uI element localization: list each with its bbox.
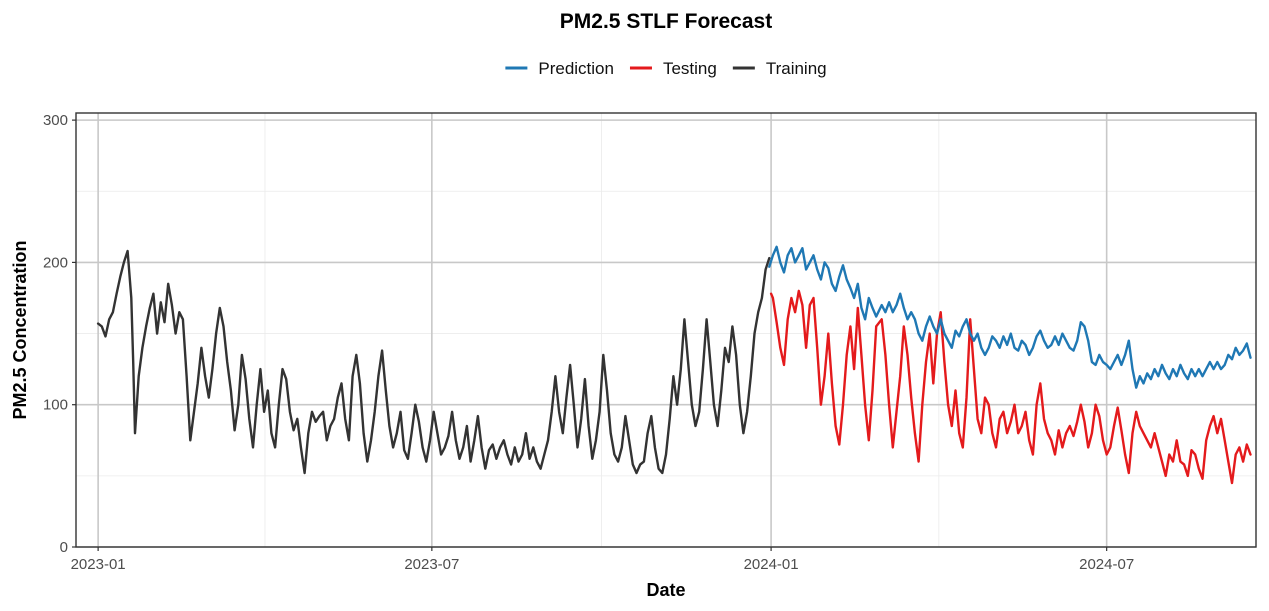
panel-background <box>76 113 1256 547</box>
legend-item-training: Training <box>732 59 827 78</box>
y-tick-label: 100 <box>43 397 68 414</box>
x-tick-label: 2024-07 <box>1079 556 1134 573</box>
series-line-training <box>96 249 771 475</box>
legend-label: Testing <box>663 59 717 78</box>
y-tick-label: 0 <box>60 539 68 556</box>
series-line-testing <box>769 289 1252 485</box>
legend: Prediction Testing Training <box>505 59 827 78</box>
axes: 0 100 200 300 2023-01 2023-07 2024-01 2024-07 <box>43 112 1134 573</box>
series-line-prediction <box>768 245 1252 389</box>
panel-border <box>75 112 1257 548</box>
y-tick-label: 300 <box>43 112 68 129</box>
series-layer <box>96 245 1252 485</box>
x-tick-label: 2023-01 <box>71 556 126 573</box>
legend-label: Training <box>766 59 827 78</box>
legend-label: Prediction <box>538 59 614 78</box>
y-tick-label: 200 <box>43 254 68 271</box>
x-tick-label: 2024-01 <box>744 556 799 573</box>
x-tick-label: 2023-07 <box>404 556 459 573</box>
legend-item-prediction: Prediction <box>505 59 614 78</box>
legend-item-testing: Testing <box>629 59 717 78</box>
chart-title: PM2.5 STLF Forecast <box>560 10 772 33</box>
x-axis-title: Date <box>646 580 685 600</box>
y-axis-title: PM2.5 Concentration <box>10 240 30 419</box>
